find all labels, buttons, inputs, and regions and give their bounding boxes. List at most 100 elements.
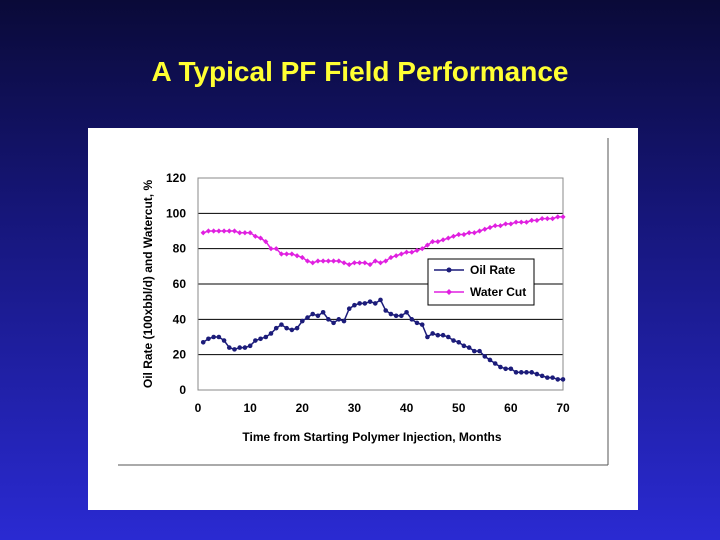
oil-rate-point [399, 313, 404, 319]
water-cut-point [466, 230, 472, 236]
y-tick-label: 40 [173, 312, 187, 326]
oil-rate-point [456, 340, 462, 345]
oil-rate-point [539, 373, 545, 379]
y-tick-labels: 0 20 40 60 80 100 120 [166, 171, 186, 397]
oil-rate-point [357, 301, 362, 306]
water-cut-point [476, 228, 483, 234]
water-cut-point [503, 221, 509, 227]
water-cut-point [330, 258, 337, 264]
oil-rate-point [435, 332, 441, 338]
oil-rate-point [253, 338, 258, 343]
water-cut-point [294, 253, 300, 259]
water-cut-point [211, 228, 217, 234]
x-tick-labels: 0 10 20 30 40 50 60 70 [195, 401, 570, 415]
oil-rate-point [232, 347, 237, 352]
oil-rate-point [388, 311, 394, 317]
oil-rate-point [216, 334, 222, 340]
water-cut-point [320, 258, 326, 264]
water-cut-point [409, 249, 415, 255]
water-cut-point [403, 249, 410, 255]
oil-rate-point [315, 313, 321, 319]
water-cut-point [263, 239, 269, 245]
water-cut-point [377, 260, 384, 266]
water-cut-point [388, 254, 394, 261]
y-tick-label: 80 [173, 242, 187, 256]
oil-rate-point [555, 377, 561, 382]
chart-svg: 0 20 40 60 80 100 120 0 10 20 30 40 50 60 70 Oil Rate… [118, 138, 609, 466]
oil-rate-point [378, 297, 383, 303]
series-line [202, 298, 563, 381]
water-cut-point [398, 251, 404, 257]
oil-rate-point [289, 327, 295, 333]
oil-rate-point [383, 308, 389, 313]
legend-marker [446, 267, 452, 273]
oil-rate-point [221, 338, 227, 343]
oil-rate-point [372, 301, 378, 306]
legend-box [427, 258, 535, 306]
oil-rate-point [550, 375, 555, 380]
oil-rate-point [362, 301, 368, 306]
oil-rate-point [346, 306, 352, 312]
oil-rate-point [242, 345, 248, 350]
oil-rate-point [560, 377, 566, 382]
oil-rate-point [487, 357, 493, 363]
water-cut-point [325, 258, 331, 264]
water-cut-point [534, 217, 540, 223]
legend-marker [446, 289, 452, 295]
x-axis-title: Time from Starting Polymer Injection, Mo… [242, 430, 501, 444]
oil-rate-point [336, 317, 342, 322]
water-cut-point [518, 219, 524, 225]
oil-rate-point [404, 309, 409, 315]
oil-rate-point [200, 340, 206, 345]
oil-rate-point [299, 318, 305, 324]
oil-rate-point [310, 311, 316, 317]
water-cut-point [440, 237, 446, 243]
oil-rate-point [268, 331, 274, 336]
water-cut-point [539, 216, 545, 222]
oil-rate-point [341, 318, 347, 324]
water-cut-point [310, 260, 316, 266]
water-cut-point [351, 260, 358, 266]
oil-rate-point [393, 313, 399, 319]
water-cut-point [237, 230, 243, 236]
water-cut-point [393, 253, 399, 259]
water-cut-point [372, 258, 378, 264]
slide-title: A Typical PF Field Performance [151, 56, 569, 87]
water-cut-point [497, 223, 504, 229]
plot-area-border [197, 177, 564, 391]
oil-rate-point [294, 325, 300, 331]
water-cut-point [383, 258, 389, 264]
water-cut-point [414, 247, 420, 254]
oil-rate-point [534, 371, 540, 377]
water-cut-point [445, 235, 451, 241]
water-cut-point [357, 260, 363, 266]
water-cut-point [231, 228, 238, 234]
water-cut-point [555, 214, 561, 220]
water-cut-point [247, 230, 253, 236]
oil-rate-point [518, 370, 524, 375]
y-axis-title: Oil Rate (100xbbl/d) and Watercut, % [141, 180, 155, 389]
legend-label: Water Cut [470, 285, 526, 299]
oil-rate-point [279, 322, 284, 327]
oil-rate-point [451, 338, 456, 343]
oil-rate-point [211, 334, 216, 340]
oil-rate-point [503, 366, 508, 372]
oil-rate-point [472, 348, 477, 354]
water-cut-point [424, 242, 431, 248]
water-cut-point [315, 258, 321, 264]
water-cut-point [346, 261, 352, 268]
x-tick-label: 20 [296, 401, 310, 415]
oil-rate-point [263, 334, 269, 340]
series-group [200, 214, 566, 382]
water-cut-point [200, 230, 206, 236]
oil-rate-point [326, 317, 331, 322]
oil-rate-point [524, 370, 529, 375]
water-cut-point [268, 246, 274, 252]
water-cut-point [273, 246, 279, 252]
y-tick-label: 20 [173, 348, 187, 362]
oil-rate-point [305, 315, 310, 320]
water-cut-point [456, 231, 462, 238]
oil-rate-point [477, 348, 482, 354]
series-line [202, 216, 563, 266]
oil-rate-point [247, 343, 253, 349]
